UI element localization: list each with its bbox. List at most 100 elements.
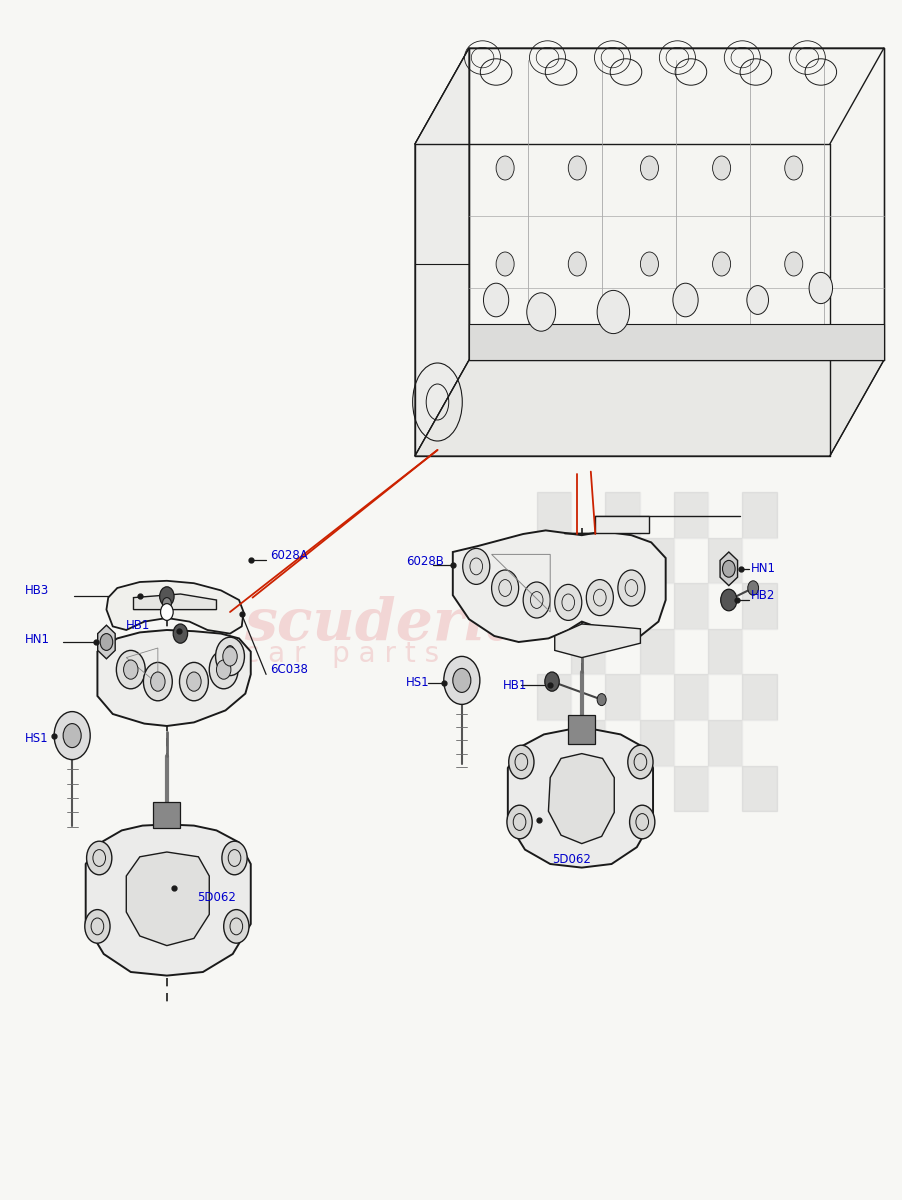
Ellipse shape (628, 745, 653, 779)
Ellipse shape (618, 570, 645, 606)
Text: HS1: HS1 (25, 732, 49, 744)
Text: 6C038: 6C038 (271, 664, 308, 676)
Bar (640, 674, 674, 720)
Text: 6028B: 6028B (406, 556, 444, 568)
Ellipse shape (507, 805, 532, 839)
Ellipse shape (216, 660, 231, 679)
Ellipse shape (721, 589, 737, 611)
Polygon shape (469, 48, 884, 360)
Ellipse shape (527, 293, 556, 331)
Bar (571, 629, 605, 674)
Ellipse shape (555, 584, 582, 620)
Text: HB3: HB3 (25, 584, 50, 596)
Bar (674, 766, 708, 811)
Bar (742, 720, 777, 766)
Text: HB1: HB1 (502, 679, 527, 691)
Bar (605, 583, 640, 629)
Bar (674, 583, 708, 629)
Ellipse shape (224, 910, 249, 943)
Bar (153, 802, 180, 828)
Ellipse shape (568, 252, 586, 276)
Ellipse shape (87, 841, 112, 875)
Bar (674, 538, 708, 583)
Ellipse shape (713, 156, 731, 180)
Bar (568, 715, 595, 744)
Bar (742, 766, 777, 811)
Polygon shape (453, 530, 666, 642)
Text: HB2: HB2 (751, 589, 776, 601)
Bar (708, 629, 742, 674)
Ellipse shape (160, 587, 174, 606)
Text: 6028A: 6028A (271, 550, 308, 562)
Polygon shape (86, 824, 251, 976)
Bar (605, 538, 640, 583)
Polygon shape (106, 581, 244, 634)
Ellipse shape (523, 582, 550, 618)
Polygon shape (548, 754, 614, 844)
Bar (742, 629, 777, 674)
Bar (571, 674, 605, 720)
Bar (605, 674, 640, 720)
Ellipse shape (747, 286, 769, 314)
Bar (708, 766, 742, 811)
Ellipse shape (179, 662, 208, 701)
Bar (537, 538, 571, 583)
Ellipse shape (597, 290, 630, 334)
Ellipse shape (116, 650, 145, 689)
Bar (605, 629, 640, 674)
Bar (640, 492, 674, 538)
Ellipse shape (509, 745, 534, 779)
Bar (742, 492, 777, 538)
Ellipse shape (483, 283, 509, 317)
Ellipse shape (151, 672, 165, 691)
Ellipse shape (162, 598, 171, 610)
Ellipse shape (496, 156, 514, 180)
Bar (605, 492, 640, 538)
Ellipse shape (748, 581, 759, 595)
Bar (537, 766, 571, 811)
Bar (640, 583, 674, 629)
Ellipse shape (785, 156, 803, 180)
Ellipse shape (463, 548, 490, 584)
Bar (708, 674, 742, 720)
Ellipse shape (723, 560, 735, 577)
Bar (571, 583, 605, 629)
Bar (708, 583, 742, 629)
Text: scuderia: scuderia (244, 595, 523, 653)
Bar (674, 720, 708, 766)
Bar (674, 492, 708, 538)
Bar (537, 629, 571, 674)
Ellipse shape (444, 656, 480, 704)
Text: HN1: HN1 (25, 634, 51, 646)
Bar (674, 674, 708, 720)
Ellipse shape (453, 668, 471, 692)
Ellipse shape (597, 694, 606, 706)
Ellipse shape (586, 580, 613, 616)
Bar (708, 538, 742, 583)
Bar (742, 674, 777, 720)
Bar (742, 538, 777, 583)
Ellipse shape (785, 252, 803, 276)
Polygon shape (415, 360, 884, 456)
Bar (605, 766, 640, 811)
Polygon shape (133, 594, 216, 610)
Bar (537, 674, 571, 720)
Polygon shape (97, 630, 251, 726)
Text: HB1: HB1 (126, 619, 151, 631)
Bar (640, 720, 674, 766)
Ellipse shape (187, 672, 201, 691)
Bar (640, 766, 674, 811)
Bar (571, 720, 605, 766)
Polygon shape (415, 48, 884, 144)
Ellipse shape (630, 805, 655, 839)
Ellipse shape (124, 660, 138, 679)
Bar (571, 492, 605, 538)
Polygon shape (555, 624, 640, 658)
Polygon shape (126, 852, 209, 946)
Bar (537, 492, 571, 538)
Polygon shape (97, 625, 115, 659)
Bar (640, 629, 674, 674)
Bar (742, 583, 777, 629)
Ellipse shape (54, 712, 90, 760)
Bar (537, 583, 571, 629)
